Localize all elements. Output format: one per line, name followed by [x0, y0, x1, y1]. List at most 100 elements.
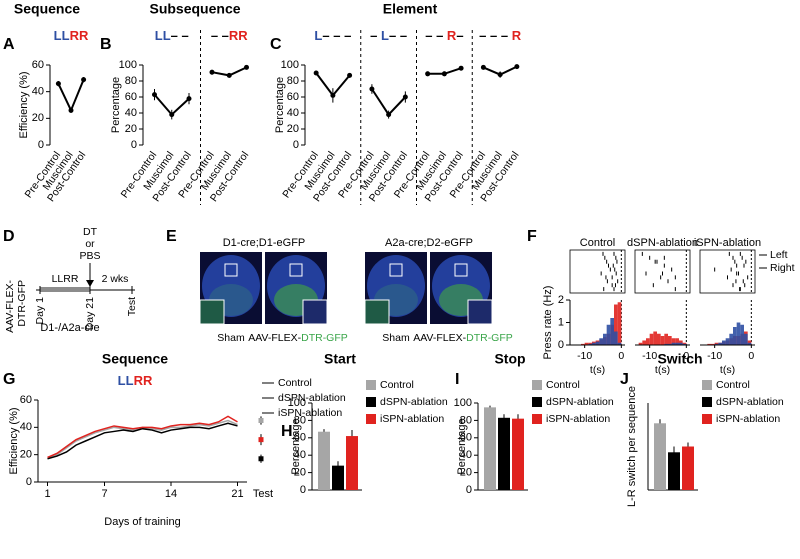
histogram-bar [646, 338, 650, 345]
y-tick-label: 40 [20, 421, 32, 433]
point [226, 72, 232, 78]
letter: L [62, 28, 70, 43]
letter: L [54, 28, 62, 43]
histogram-bar [614, 331, 618, 345]
test-point [258, 456, 264, 462]
histogram-bar [733, 327, 737, 345]
legend-label: Control [716, 379, 750, 391]
mice-label: D1-/A2a-cre [40, 322, 99, 334]
histogram-bar [617, 302, 622, 345]
panel-letter: B [100, 36, 112, 53]
legend-swatch [702, 380, 712, 390]
histogram-bar [707, 343, 711, 345]
y-axis-label: Percentage [456, 418, 468, 474]
x-tick-label: 0 [618, 350, 624, 362]
letter: L [381, 28, 389, 43]
histogram-bar [657, 333, 661, 345]
y-tick-label: 20 [20, 449, 32, 461]
point [55, 81, 61, 87]
legend-swatch [532, 397, 542, 407]
point [347, 72, 353, 78]
letter: – [389, 28, 396, 43]
histogram-bar [722, 340, 726, 345]
point [81, 77, 87, 83]
inset [467, 299, 493, 325]
point [425, 71, 431, 77]
y-tick-label: 1 [558, 316, 564, 328]
letter: R [70, 28, 80, 43]
letter: – [425, 28, 432, 43]
caption-part: DTR-GFP [466, 332, 513, 344]
y-tick-label: 80 [294, 414, 306, 426]
histogram-bar [649, 333, 654, 345]
line [57, 79, 85, 113]
point [441, 71, 447, 77]
roi-box [389, 263, 403, 277]
histogram-bar [668, 343, 672, 345]
test-point [258, 437, 264, 443]
histogram-bar [606, 324, 611, 345]
roi-box [224, 263, 238, 277]
y-tick-label: 60 [294, 432, 306, 444]
histogram-bar [584, 342, 589, 345]
panel-letter: D [3, 228, 15, 245]
treatment-text: PBS [79, 250, 100, 262]
panel-letter: C [270, 36, 282, 53]
group-label: LLRR [54, 28, 89, 43]
letter: R [134, 373, 144, 388]
line [47, 422, 238, 460]
plot-title: dSPN-ablation [627, 237, 698, 249]
group-label: D1-cre;D1-eGFP [223, 237, 306, 249]
chart-title: Stop [494, 351, 525, 367]
bar [668, 452, 680, 490]
chart-title: Sequence [102, 351, 168, 367]
histogram-bar [729, 333, 733, 345]
plot-title: Control [580, 237, 615, 249]
point [480, 64, 486, 70]
y-axis-label: Percentage [290, 418, 302, 474]
raster-frame [634, 249, 691, 294]
caption: AAV-FLEX-DTR-GFP [248, 332, 348, 344]
caption: Sham [382, 332, 410, 344]
inset [302, 299, 328, 325]
day-label: Test [126, 297, 138, 316]
y-tick-label: 2 [558, 294, 564, 306]
histogram-bar [664, 333, 668, 345]
histogram-bar [675, 342, 679, 345]
group-label: – – R– [425, 28, 463, 43]
letter: – [490, 28, 497, 43]
letter: L [163, 28, 171, 43]
wait-label: 2 wks [102, 273, 129, 285]
x-axis-label: Days of training [104, 516, 180, 528]
point [244, 64, 249, 70]
virus-label: AAV-FLEX- [4, 279, 16, 332]
histogram-bar [725, 338, 730, 345]
histogram-bar [660, 336, 665, 345]
legend-swatch [532, 380, 542, 390]
letter: – [171, 28, 178, 43]
letter: – [333, 28, 340, 43]
histogram-bar [675, 338, 679, 345]
panel-letter: I [455, 371, 459, 388]
legend-swatch [366, 414, 376, 424]
y-tick-label: 60 [20, 394, 32, 406]
letter: – [436, 28, 443, 43]
training-bar [40, 287, 90, 292]
legend-swatch [702, 397, 712, 407]
x-axis-label: t(s) [590, 364, 605, 376]
bar [346, 436, 358, 490]
letter: R [143, 373, 153, 388]
y-tick-label: 80 [125, 75, 137, 87]
chart-title: Subsequence [149, 1, 240, 17]
caption-part: AAV-FLEX- [413, 332, 466, 344]
histogram-bar [653, 331, 657, 345]
panel-letter: E [166, 228, 177, 245]
histogram-bar [740, 324, 744, 345]
panel-d: D DT or PBS LLRR 2 wks Day 1 Day 21 Test… [3, 226, 138, 334]
histogram-bar [642, 340, 646, 345]
x-tick-label: 1 [44, 488, 50, 500]
group-label: LL– – [155, 28, 189, 43]
point [152, 92, 157, 98]
histogram-bar [744, 333, 748, 345]
y-axis-label: Efficiency (%) [8, 407, 20, 474]
